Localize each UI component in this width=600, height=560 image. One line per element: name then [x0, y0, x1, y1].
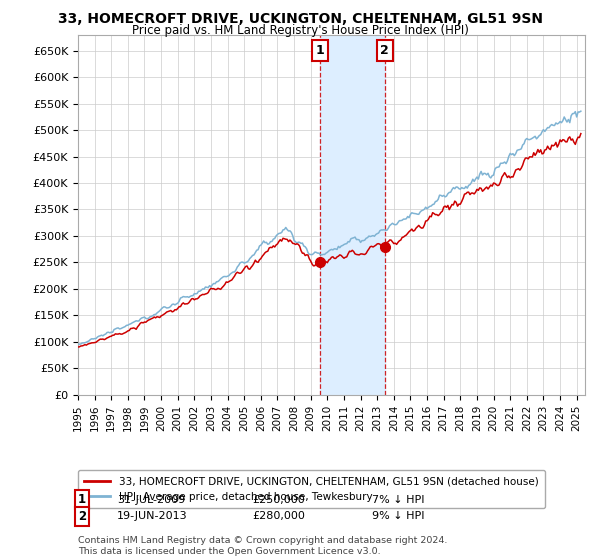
Text: 2: 2 [380, 44, 389, 57]
Text: 19-JUN-2013: 19-JUN-2013 [117, 511, 188, 521]
Text: £250,000: £250,000 [252, 494, 305, 505]
Text: Contains HM Land Registry data © Crown copyright and database right 2024.
This d: Contains HM Land Registry data © Crown c… [78, 536, 448, 556]
Text: 1: 1 [316, 44, 325, 57]
Text: 7% ↓ HPI: 7% ↓ HPI [372, 494, 425, 505]
Text: £280,000: £280,000 [252, 511, 305, 521]
Legend: 33, HOMECROFT DRIVE, UCKINGTON, CHELTENHAM, GL51 9SN (detached house), HPI: Aver: 33, HOMECROFT DRIVE, UCKINGTON, CHELTENH… [78, 470, 545, 508]
Bar [320, 35, 385, 395]
Text: 1: 1 [78, 493, 86, 506]
Text: Price paid vs. HM Land Registry's House Price Index (HPI): Price paid vs. HM Land Registry's House … [131, 24, 469, 37]
Text: 31-JUL-2009: 31-JUL-2009 [117, 494, 185, 505]
Text: 9% ↓ HPI: 9% ↓ HPI [372, 511, 425, 521]
Text: 2: 2 [78, 510, 86, 523]
Text: 33, HOMECROFT DRIVE, UCKINGTON, CHELTENHAM, GL51 9SN: 33, HOMECROFT DRIVE, UCKINGTON, CHELTENH… [58, 12, 542, 26]
